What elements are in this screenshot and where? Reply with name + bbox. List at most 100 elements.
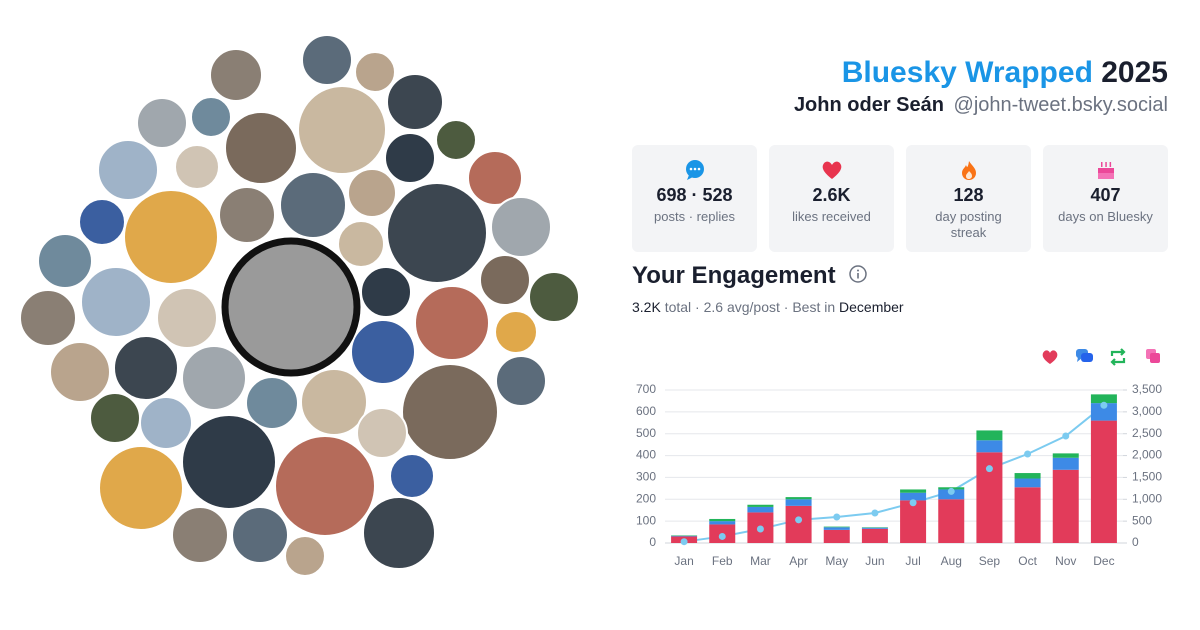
stat-card: 128 day posting streak	[906, 145, 1031, 252]
x-tick-label: Dec	[1093, 554, 1114, 568]
bar-segment	[785, 505, 812, 543]
bar-segment	[938, 489, 965, 500]
handle: @john-tweet.bsky.social	[953, 94, 1168, 116]
summary-best: December	[839, 299, 904, 315]
avatar	[350, 319, 416, 385]
x-tick-label: Jul	[905, 554, 920, 568]
bar-segment	[709, 521, 736, 525]
avatar-cluster	[19, 34, 580, 577]
summary: 3.2K total · 2.6 avg/post · Best in Dece…	[632, 299, 904, 315]
line-point	[947, 487, 955, 495]
line	[683, 404, 1105, 543]
avatar	[156, 287, 218, 349]
x-tick-label: Sep	[979, 554, 1001, 568]
stat-value: 2.6K	[812, 185, 851, 205]
avatar	[401, 363, 499, 461]
title-year: 2025	[1101, 56, 1168, 89]
bar-segment	[671, 536, 698, 543]
title-brand: Bluesky Wrapped	[841, 56, 1093, 89]
line-point	[1024, 450, 1032, 458]
bar-segment	[785, 497, 812, 500]
bar-segment	[1052, 469, 1079, 543]
x-tick-label: Oct	[1018, 554, 1037, 568]
avatar	[89, 392, 141, 444]
bar-segment	[823, 527, 850, 530]
avatar	[356, 407, 408, 459]
y2-tick-label: 3,500	[1132, 382, 1162, 396]
line-point	[909, 499, 917, 507]
stat-label: day posting streak	[935, 209, 1002, 240]
section-title: Your Engagement	[632, 262, 868, 290]
avatar	[301, 34, 353, 86]
avatar	[384, 132, 436, 184]
y2-tick-label: 0	[1132, 535, 1139, 549]
stat-value: 128	[953, 185, 984, 205]
legend-reposts	[1110, 348, 1126, 366]
y-tick-label: 400	[636, 448, 656, 462]
avatar	[386, 73, 444, 131]
x-tick-label: Nov	[1055, 554, 1076, 568]
avatar	[435, 119, 477, 161]
bar-segment	[900, 492, 927, 501]
avatar	[98, 445, 184, 531]
avatar	[274, 435, 376, 537]
title: Bluesky Wrapped 2025	[842, 56, 1168, 90]
icon-flame	[962, 161, 976, 180]
icon-cake	[1098, 162, 1114, 179]
avatar	[389, 453, 435, 499]
line-point	[985, 465, 993, 473]
bar-segment	[823, 529, 850, 543]
line-point	[1100, 401, 1108, 409]
bar-segment	[1014, 478, 1041, 488]
avatar	[123, 189, 219, 285]
bar-segment	[900, 489, 927, 493]
avatar	[360, 266, 412, 318]
avatar	[181, 345, 247, 411]
display-name: John oder Seán	[793, 94, 944, 116]
info-icon[interactable]	[848, 264, 868, 284]
y-tick-label: 600	[636, 404, 656, 418]
avatar	[495, 355, 547, 407]
y2-tick-label: 3,000	[1132, 404, 1162, 418]
y-tick-label: 700	[636, 382, 656, 396]
line-point	[718, 532, 726, 540]
bar-segment	[1052, 453, 1079, 458]
bar-segment	[861, 527, 888, 529]
line-point	[756, 525, 764, 533]
section-title-text: Your Engagement	[632, 262, 836, 289]
bar-segment	[861, 528, 888, 543]
avatar	[174, 144, 220, 190]
avatar	[284, 535, 326, 577]
stat-card: 2.6K likes received	[769, 145, 894, 252]
bar-segment	[1014, 487, 1041, 543]
bar-segment	[747, 506, 774, 513]
bar-segment	[823, 526, 850, 528]
bar-segment	[747, 504, 774, 507]
y2-tick-label: 1,500	[1132, 470, 1162, 484]
avatar	[354, 51, 396, 93]
legend-replies	[1076, 349, 1093, 362]
avatar-main	[221, 237, 361, 377]
user: John oder Seán @john-tweet.bsky.social	[794, 94, 1168, 117]
bar-segment	[1014, 473, 1041, 479]
bar-segment	[938, 499, 965, 543]
avatar	[414, 285, 490, 361]
legend	[1042, 348, 1160, 366]
avatar	[224, 111, 298, 185]
icon-chat	[686, 160, 704, 180]
bar-segment	[976, 430, 1003, 441]
avatar	[139, 396, 193, 450]
avatar	[297, 85, 387, 175]
line-point	[871, 509, 879, 517]
bar-segment	[709, 524, 736, 543]
avatar	[337, 220, 385, 268]
bar-segment	[671, 535, 698, 537]
x-tick-label: Jun	[865, 554, 884, 568]
bar-segment	[709, 518, 736, 522]
avatar	[279, 171, 347, 239]
y-tick-label: 300	[636, 470, 656, 484]
avatar	[218, 186, 276, 244]
avatar	[136, 97, 188, 149]
bar-segment	[747, 512, 774, 543]
icon-heart	[822, 161, 842, 179]
